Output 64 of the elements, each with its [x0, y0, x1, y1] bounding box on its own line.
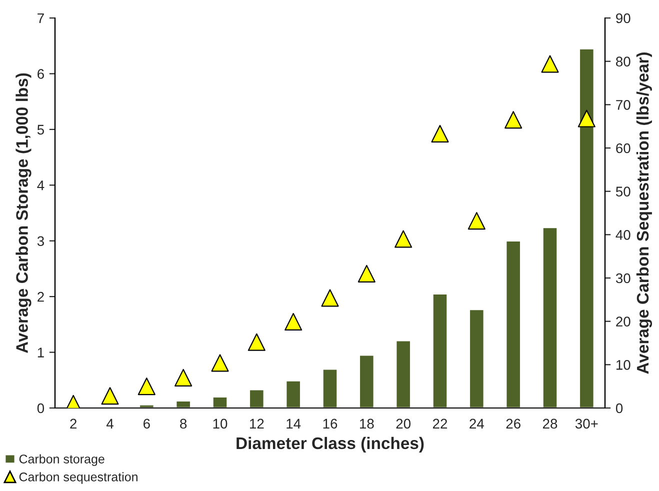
x-tick-label: 22 [432, 418, 448, 428]
bar [322, 368, 338, 408]
x-tick-label: 8 [180, 418, 187, 429]
y2-tick-label: 0 [616, 403, 623, 414]
bar [358, 354, 375, 408]
x-tick-label: 2 [70, 418, 76, 428]
y2-tick-label: 40 [616, 230, 630, 240]
legend-label: Carbon sequestration [19, 472, 138, 484]
y2-tick-label: 30 [616, 273, 630, 284]
x-tick-label: 30+ [575, 418, 598, 429]
y-tick-label: 5 [37, 124, 44, 135]
x-tick-label: 16 [323, 418, 338, 429]
point [174, 368, 192, 386]
point [358, 264, 376, 282]
y2-tick-label: 80 [616, 56, 630, 67]
x-tick-label: 28 [542, 418, 558, 429]
point [578, 110, 596, 128]
x-tick-label: 10 [213, 418, 228, 429]
bar [542, 226, 558, 408]
x-tick-label: 12 [250, 418, 264, 428]
bar [578, 48, 595, 408]
bar [248, 388, 265, 408]
point [284, 312, 302, 331]
x-tick-label: 24 [470, 418, 484, 428]
x-tick-label: 4 [106, 418, 114, 428]
x-tick-label: 18 [360, 418, 374, 429]
point [138, 378, 156, 396]
x-axis-title: Diameter Class (inches) [236, 436, 424, 452]
x-tick-label: 26 [506, 418, 520, 429]
y2-axis-title: Average Carbon Sequestration (lbs/year) [636, 52, 652, 374]
bar [505, 240, 522, 408]
y-tick-label: 4 [37, 180, 44, 190]
point [504, 111, 522, 129]
y2-tick-label: 20 [616, 316, 630, 327]
x-tick-label: 14 [286, 418, 301, 428]
bar [212, 396, 228, 408]
y2-tick-label: 90 [616, 13, 630, 24]
y-tick-label: 3 [37, 236, 44, 246]
point [541, 55, 559, 73]
bar [285, 380, 302, 408]
y2-tick-label: 50 [616, 186, 630, 197]
point [211, 354, 229, 372]
point [394, 230, 412, 248]
y-tick-label: 7 [38, 13, 44, 24]
bar [432, 293, 448, 408]
y-tick-label: 1 [38, 348, 44, 358]
point [101, 387, 119, 405]
y-axis-title: Average Carbon Storage (1,000 lbs) [16, 73, 32, 354]
point [431, 124, 449, 142]
bar [395, 340, 412, 408]
x-tick-label: 20 [396, 418, 411, 429]
x-tick-label: 6 [144, 418, 150, 429]
point [321, 289, 339, 307]
y-tick-label: 2 [38, 292, 44, 302]
point [248, 333, 266, 351]
point [468, 212, 486, 230]
bar [468, 308, 485, 408]
bar [175, 400, 192, 408]
y2-tick-label: 70 [616, 100, 630, 110]
y-tick-label: 0 [37, 403, 44, 414]
legend-label: Carbon storage [19, 454, 104, 466]
y2-tick-label: 60 [616, 143, 630, 154]
y-tick-label: 6 [38, 69, 44, 79]
y2-tick-label: 10 [616, 360, 630, 370]
